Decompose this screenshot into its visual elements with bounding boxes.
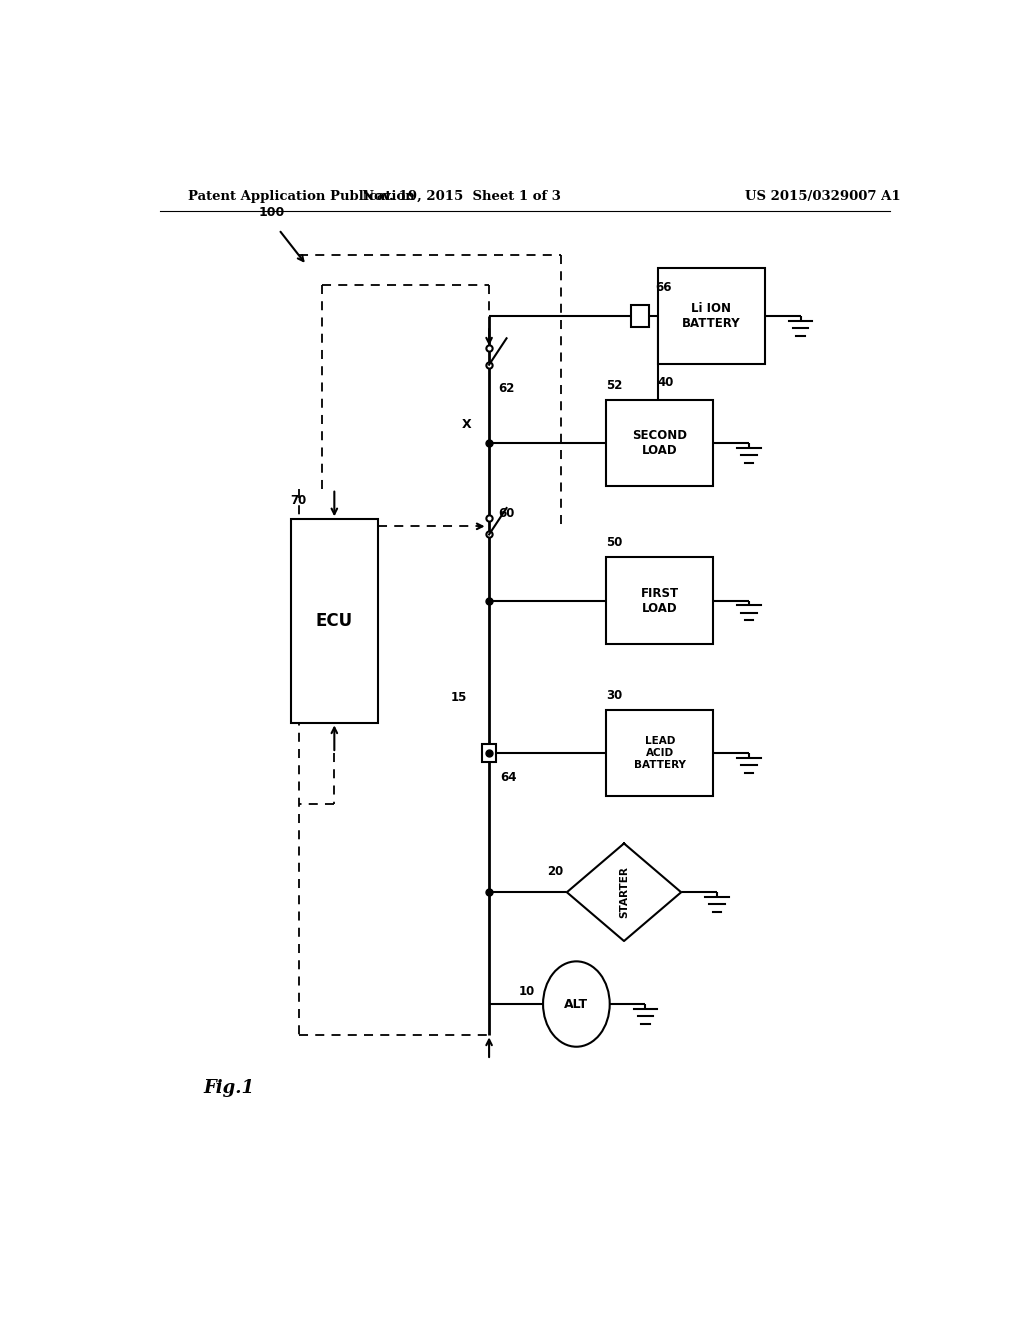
Text: 30: 30 — [606, 689, 623, 702]
Text: Li ION
BATTERY: Li ION BATTERY — [682, 302, 740, 330]
Text: ECU: ECU — [315, 612, 353, 630]
Text: ALT: ALT — [564, 998, 589, 1011]
Text: Patent Application Publication: Patent Application Publication — [187, 190, 415, 202]
Text: 66: 66 — [655, 281, 672, 293]
Text: 64: 64 — [500, 771, 517, 784]
Text: FIRST
LOAD: FIRST LOAD — [641, 586, 679, 615]
Text: SECOND
LOAD: SECOND LOAD — [632, 429, 687, 457]
Text: 62: 62 — [499, 381, 515, 395]
Text: STARTER: STARTER — [618, 866, 629, 919]
Text: 52: 52 — [606, 379, 623, 392]
Polygon shape — [567, 843, 681, 941]
FancyBboxPatch shape — [606, 400, 714, 486]
Text: 10: 10 — [519, 985, 536, 998]
Text: Nov. 19, 2015  Sheet 1 of 3: Nov. 19, 2015 Sheet 1 of 3 — [361, 190, 561, 202]
Text: LEAD
ACID
BATTERY: LEAD ACID BATTERY — [634, 737, 686, 770]
FancyBboxPatch shape — [291, 519, 378, 722]
Text: 50: 50 — [606, 536, 623, 549]
FancyBboxPatch shape — [631, 305, 648, 327]
Text: 60: 60 — [499, 507, 515, 520]
Text: 20: 20 — [547, 866, 563, 878]
FancyBboxPatch shape — [606, 557, 714, 644]
Text: 100: 100 — [259, 206, 286, 219]
Circle shape — [543, 961, 609, 1047]
Text: Fig.1: Fig.1 — [204, 1080, 254, 1097]
FancyBboxPatch shape — [482, 744, 497, 762]
FancyBboxPatch shape — [657, 268, 765, 364]
Text: 40: 40 — [657, 376, 674, 389]
Text: US 2015/0329007 A1: US 2015/0329007 A1 — [744, 190, 900, 202]
FancyBboxPatch shape — [606, 710, 714, 796]
Text: X: X — [462, 418, 472, 430]
Text: 70: 70 — [291, 494, 307, 507]
Text: 15: 15 — [451, 690, 467, 704]
